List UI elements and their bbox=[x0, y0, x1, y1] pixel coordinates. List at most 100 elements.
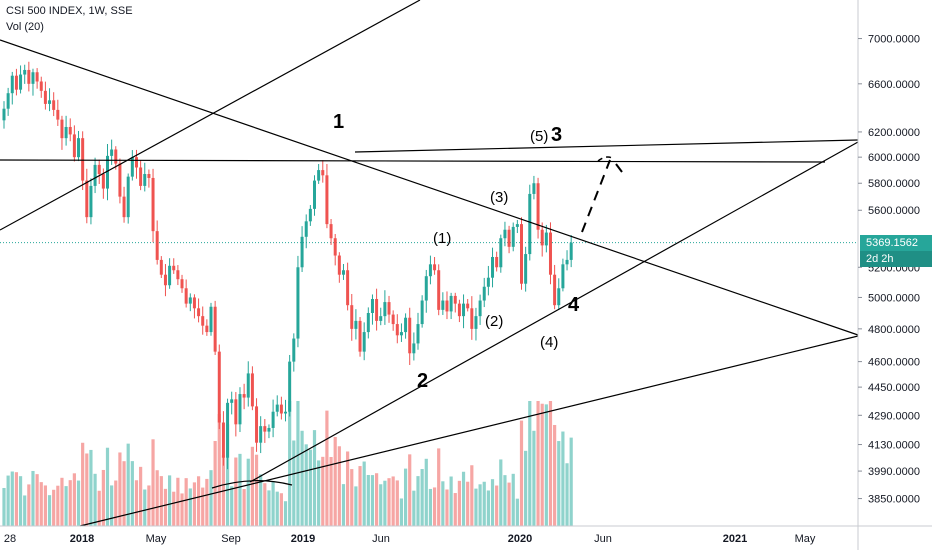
volume-bar bbox=[565, 463, 569, 526]
candle-body bbox=[122, 196, 126, 218]
volume-indicator-label: Vol (20) bbox=[6, 21, 44, 33]
candle-body bbox=[114, 149, 118, 164]
candle-body bbox=[561, 264, 565, 289]
volume-bar bbox=[31, 470, 35, 526]
candle-body bbox=[271, 411, 275, 428]
volume-bar bbox=[250, 446, 254, 526]
candle-body bbox=[370, 298, 374, 313]
projected-path bbox=[581, 159, 611, 233]
y-tick-label: 6000.0000 bbox=[868, 152, 920, 164]
volume-bar bbox=[139, 466, 143, 526]
candle-body bbox=[445, 300, 449, 312]
volume-bar bbox=[391, 476, 395, 526]
volume-bar bbox=[548, 401, 553, 526]
volume-bar bbox=[416, 476, 420, 526]
candle-body bbox=[503, 229, 507, 239]
volume-bar bbox=[114, 480, 118, 526]
candle-body bbox=[395, 324, 399, 336]
candle-body bbox=[317, 170, 321, 181]
symbol-title: CSI 500 INDEX, 1W, SSE bbox=[6, 5, 133, 17]
volume-bar bbox=[155, 470, 159, 526]
wave-label: (5) bbox=[530, 128, 548, 145]
x-tick-label: Jun bbox=[594, 533, 612, 545]
volume-bar bbox=[428, 488, 433, 526]
volume-bar bbox=[288, 401, 292, 526]
volume-bar bbox=[205, 478, 209, 526]
volume-bar bbox=[375, 473, 379, 526]
volume-bar bbox=[27, 484, 31, 526]
y-tick-label: 6600.0000 bbox=[868, 79, 920, 91]
y-tick-label: 4600.0000 bbox=[868, 357, 920, 369]
volume-bar bbox=[420, 469, 424, 526]
volume-bar bbox=[130, 461, 134, 526]
wave-label: 4 bbox=[568, 294, 580, 316]
candle-body bbox=[565, 259, 569, 265]
volume-bar bbox=[387, 478, 391, 526]
candle-body bbox=[441, 300, 445, 310]
volume-bar bbox=[341, 484, 346, 526]
volume-bar bbox=[329, 456, 333, 526]
volume-bar bbox=[76, 480, 81, 526]
volume-bar bbox=[134, 480, 139, 526]
volume-bar bbox=[275, 491, 279, 526]
trend-lines bbox=[0, 0, 859, 527]
volume-bar bbox=[333, 436, 337, 526]
candle-body bbox=[358, 320, 362, 352]
candle-body bbox=[267, 427, 271, 432]
wave-label: 3 bbox=[551, 124, 562, 146]
x-tick-label: May bbox=[795, 533, 816, 545]
volume-bar bbox=[474, 488, 478, 526]
volume-bar bbox=[553, 424, 557, 526]
volume-bar bbox=[168, 475, 172, 526]
volume-bar bbox=[544, 404, 548, 526]
candle-body bbox=[462, 303, 466, 317]
y-tick-label: 5000.0000 bbox=[868, 292, 920, 304]
candle-body bbox=[250, 373, 254, 407]
candle-body bbox=[201, 316, 205, 326]
candle-body bbox=[486, 277, 490, 287]
volume-bar bbox=[110, 485, 114, 526]
candle-body bbox=[482, 286, 486, 301]
candle-body bbox=[383, 302, 387, 317]
candle-body bbox=[424, 276, 428, 301]
candle-body bbox=[106, 155, 109, 189]
candle-body bbox=[68, 126, 72, 135]
candle-body bbox=[296, 267, 300, 339]
volume-bar bbox=[445, 489, 449, 526]
volume-bar bbox=[412, 490, 416, 526]
volume-bar bbox=[213, 440, 217, 526]
candle-body bbox=[495, 256, 499, 268]
volume-bar bbox=[300, 430, 304, 526]
volume-bar bbox=[230, 486, 234, 526]
candle-body bbox=[27, 69, 31, 84]
candle-body bbox=[515, 224, 519, 227]
volume-bar bbox=[466, 481, 470, 526]
volume-bar bbox=[64, 486, 68, 526]
candle-body bbox=[507, 229, 511, 247]
candle-body bbox=[404, 317, 408, 333]
candle-body bbox=[64, 126, 68, 139]
candle-body bbox=[101, 174, 105, 189]
volume-bar bbox=[184, 478, 188, 526]
volume-bar bbox=[399, 498, 404, 526]
volume-bar bbox=[424, 458, 428, 526]
candle-body bbox=[2, 108, 6, 121]
candle-body bbox=[313, 180, 316, 209]
candle-body bbox=[325, 175, 329, 225]
y-tick-label: 4290.0000 bbox=[868, 410, 920, 422]
candle-body bbox=[192, 297, 196, 309]
candle-body bbox=[259, 426, 263, 443]
candle-body bbox=[48, 100, 52, 104]
volume-bar bbox=[267, 490, 271, 526]
volume-bar bbox=[89, 449, 93, 526]
candle-body bbox=[10, 75, 14, 94]
upper-channel-line bbox=[354, 139, 859, 153]
candle-body bbox=[72, 134, 76, 158]
y-tick-label: 3990.0000 bbox=[868, 466, 920, 478]
candle-body bbox=[23, 69, 27, 75]
volume-bar bbox=[72, 473, 76, 526]
volume-bar bbox=[209, 470, 213, 526]
